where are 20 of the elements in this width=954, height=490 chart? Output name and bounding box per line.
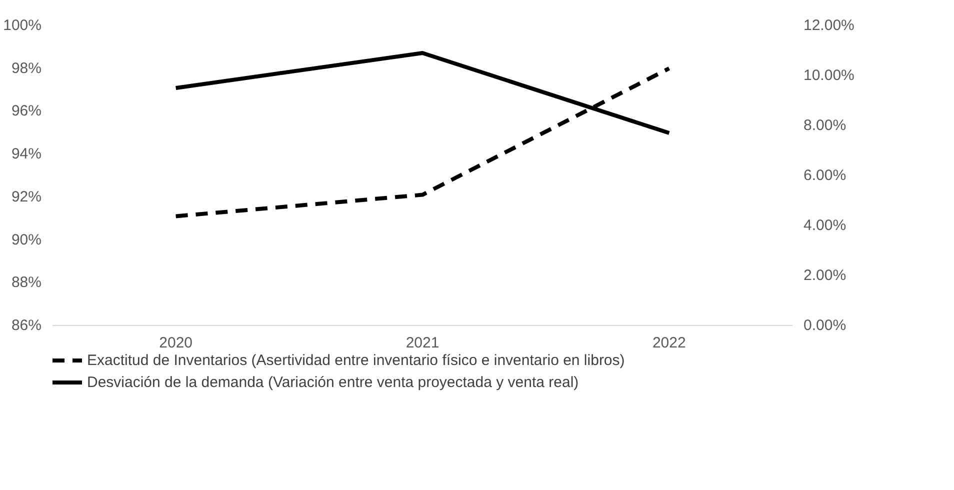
y-tick-label: 98% bbox=[11, 60, 42, 77]
legend-label: Exactitud de Inventarios (Asertividad entre inventario físico e inventario en libros) bbox=[87, 352, 625, 368]
y2-tick-label: 4.00% bbox=[804, 217, 846, 234]
y-tick-label: 94% bbox=[11, 146, 42, 163]
y-tick-label: 96% bbox=[11, 102, 42, 120]
y2-tick-label: 8.00% bbox=[804, 117, 846, 134]
y2-tick-label: 2.00% bbox=[804, 267, 846, 284]
x-tick-label: 2022 bbox=[652, 334, 686, 352]
y2-tick-label: 10.00% bbox=[804, 67, 854, 84]
legend-label: Desviación de la demanda (Variación entre venta proyectada y venta real) bbox=[87, 374, 579, 390]
y-tick-label: 92% bbox=[11, 188, 42, 206]
x-tick-label: 2020 bbox=[159, 334, 193, 352]
y2-tick-label: 12.00% bbox=[804, 17, 854, 34]
x-tick-label: 2021 bbox=[406, 334, 440, 352]
y2-tick-label: 6.00% bbox=[804, 167, 846, 184]
y2-tick-label: 0.00% bbox=[804, 317, 846, 334]
y-tick-label: 90% bbox=[11, 231, 42, 248]
y-tick-label: 86% bbox=[11, 317, 42, 334]
y-tick-label: 88% bbox=[11, 274, 42, 292]
y-tick-label: 100% bbox=[3, 17, 42, 34]
